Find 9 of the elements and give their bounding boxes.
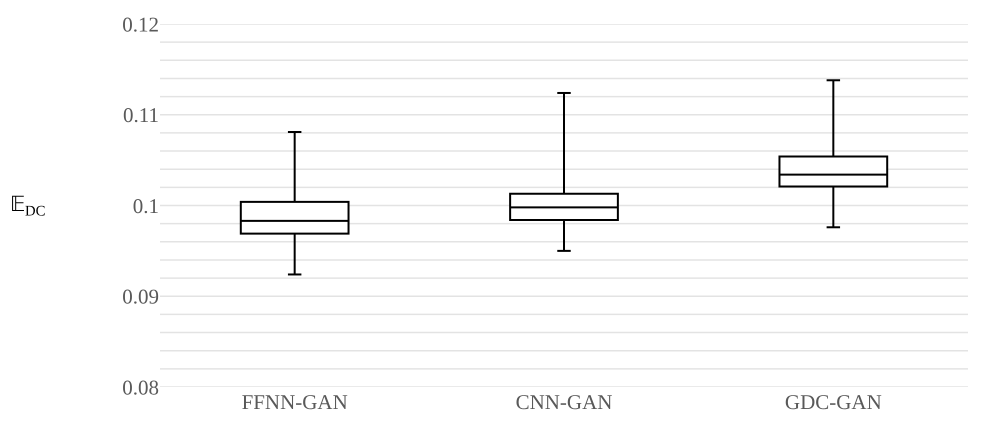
- y-axis-title: 𝔼$_{DC}$: [10, 192, 46, 220]
- y-tick-label: 0.1: [132, 194, 159, 218]
- x-tick-label: CNN-GAN: [516, 390, 612, 414]
- y-tick-label: 0.12: [122, 12, 159, 36]
- y-tick-label: 0.09: [122, 284, 159, 309]
- x-tick-label: FFNN-GAN: [242, 390, 348, 414]
- y-tick-label: 0.08: [122, 375, 159, 400]
- x-tick-label: GDC-GAN: [784, 390, 882, 414]
- y-tick-label: 0.11: [123, 103, 159, 128]
